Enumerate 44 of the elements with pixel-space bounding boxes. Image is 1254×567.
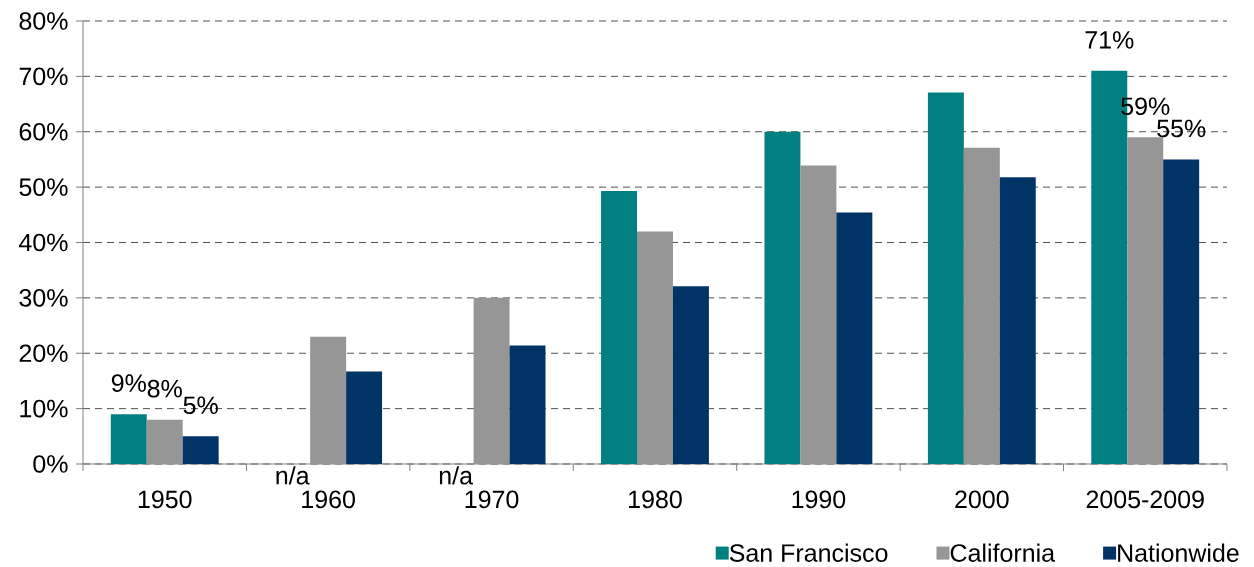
data-label: 5% (183, 396, 218, 415)
y-tick-label: 30% (19, 289, 68, 307)
x-tick-label: 2000 (955, 490, 1009, 509)
legend-label: California (950, 543, 1056, 562)
bar (473, 297, 510, 464)
x-tick-label: 2005-2009 (1086, 490, 1204, 509)
bar (601, 190, 637, 464)
x-tick-label: 1960 (302, 490, 355, 509)
y-tick-label: 80% (19, 12, 68, 30)
bar (1163, 159, 1200, 464)
bar (672, 286, 709, 464)
bar (310, 336, 347, 464)
x-tick-label: 1970 (465, 490, 519, 509)
legend-label: San Francisco (729, 543, 888, 562)
x-tick-label: 1980 (629, 490, 682, 509)
bar (110, 414, 147, 464)
x-tick-label: 1950 (138, 490, 192, 509)
data-label: 8% (147, 379, 182, 398)
bar (764, 131, 801, 464)
y-tick-label: 10% (20, 399, 68, 418)
text: n/a (276, 466, 310, 485)
bar (182, 436, 219, 464)
y-tick-label: 40% (19, 233, 68, 252)
data-label: 9% (111, 374, 146, 392)
bar (999, 177, 1036, 464)
bar (800, 165, 837, 464)
data-label: 71% (1085, 31, 1134, 49)
bar (346, 371, 383, 464)
data-label: 55% (1157, 119, 1206, 138)
bar (146, 419, 183, 464)
y-tick-label: 0% (33, 455, 68, 473)
bar (927, 92, 964, 464)
bar (963, 147, 1000, 464)
bar (637, 231, 673, 464)
x-tick-label: 1990 (792, 490, 846, 509)
y-tick-label: 70% (19, 67, 68, 86)
y-tick-label: 50% (19, 178, 68, 196)
text: n/a (439, 466, 473, 485)
y-tick-label: 60% (19, 122, 68, 141)
y-tick-label: 20% (19, 344, 68, 363)
bar (836, 212, 873, 464)
bar (1127, 137, 1164, 464)
bar (509, 345, 546, 464)
legend-label: Nationwide (1118, 543, 1239, 562)
